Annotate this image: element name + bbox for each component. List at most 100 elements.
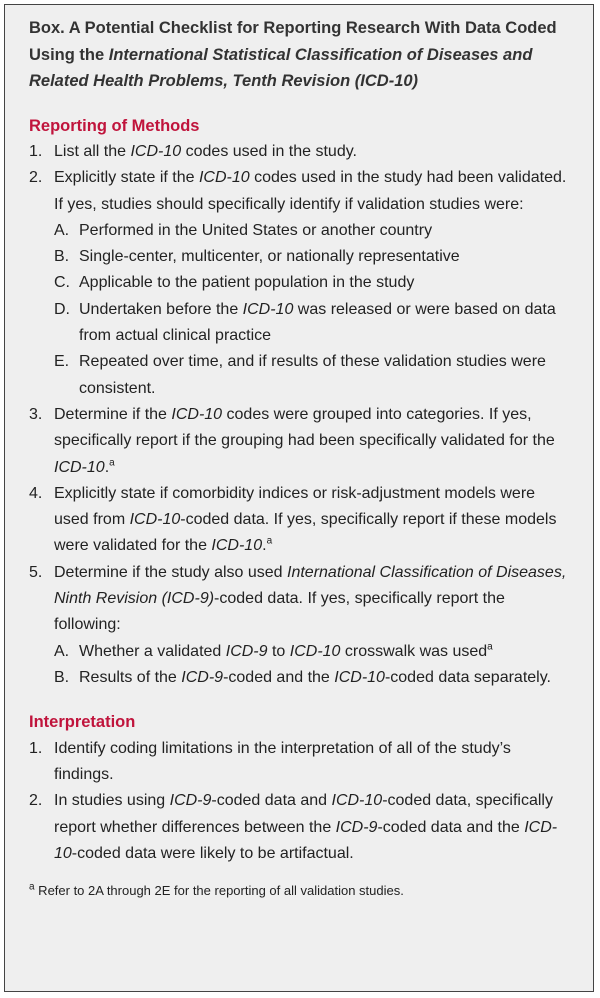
footnote: a Refer to 2A through 2E for the reporti…	[29, 881, 571, 901]
item-text: Determine if the study also used Interna…	[54, 560, 571, 639]
item-text: Single-center, multicenter, or nationall…	[79, 244, 571, 270]
checklist-box: Box. A Potential Checklist for Reporting…	[4, 4, 594, 992]
text-segment: Single-center, multicenter, or nationall…	[79, 248, 460, 266]
footnote-mark: a	[487, 641, 493, 653]
text-segment: ICD-9	[181, 668, 224, 686]
text-segment: Explicitly state if the	[54, 169, 199, 187]
text-segment: Identify coding limitations in the inter…	[54, 739, 511, 784]
list-item: 5. Determine if the study also used Inter…	[29, 560, 571, 639]
text-segment: Performed in the United States or anothe…	[79, 221, 433, 239]
sections: Reporting of Methods 1. List all the ICD-1…	[29, 113, 571, 868]
list-item: 2. In studies using ICD-9-coded data and …	[29, 788, 571, 867]
text-segment: ICD-10	[54, 818, 558, 862]
item-label: E.	[54, 353, 70, 371]
footnote-mark: a	[109, 457, 115, 469]
sub-item: B. Results of the ICD-9-coded and the ICD…	[29, 665, 571, 691]
text-segment: .	[104, 458, 110, 476]
text-segment: -coded data, specifically report whether…	[54, 792, 553, 836]
item-text: Explicitly state if comorbidity indices …	[54, 481, 571, 560]
text-segment: List all the	[54, 143, 131, 160]
text-segment: ICD-10	[198, 169, 250, 187]
item-text: Performed in the United States or anothe…	[79, 218, 571, 244]
item-text: Applicable to the patient population in …	[79, 270, 571, 296]
item-label: 2.	[29, 169, 43, 187]
text-segment: Determine if the study also used	[54, 563, 288, 581]
item-text: Whether a validated ICD-9 to ICD-10 cros…	[79, 639, 571, 665]
item-text: Determine if the ICD-10 codes were group…	[54, 402, 571, 481]
text-segment: -coded data and the	[377, 818, 525, 836]
sub-item: C. Applicable to the patient population i…	[29, 270, 571, 296]
text-segment: codes used in the study.	[181, 143, 357, 160]
text-segment: Results of the	[79, 668, 182, 686]
item-text: In studies using ICD-9-coded data and IC…	[54, 788, 571, 867]
text-segment: Undertaken before the	[79, 300, 243, 318]
section-heading: Interpretation	[29, 713, 136, 732]
item-label: 5.	[29, 563, 43, 581]
text-segment: ICD-10	[171, 405, 223, 423]
text-segment: was released or were based on data from …	[79, 300, 556, 345]
item-label: A.	[54, 642, 70, 660]
list-item: 3. Determine if the ICD-10 codes were gro…	[29, 402, 571, 481]
item-label: A.	[54, 221, 70, 239]
item-text: Results of the ICD-9-coded and the ICD-1…	[79, 665, 571, 691]
text-segment: ICD-9	[225, 642, 268, 660]
text-segment: crosswalk was used	[340, 642, 488, 660]
text-segment: -coded data and	[211, 792, 332, 810]
text-segment: International Statistical Classification…	[29, 45, 533, 91]
list-item: 4. Explicitly state if comorbidity indice…	[29, 481, 571, 560]
sub-item: D. Undertaken before the ICD-10 was relea…	[29, 297, 571, 350]
text-segment: codes were grouped into categories. If y…	[54, 405, 555, 450]
text-segment: ICD-10	[211, 537, 263, 555]
text-segment: -coded data. If yes, specifically report…	[54, 590, 505, 634]
text-segment: ICD-10	[331, 792, 383, 810]
text-segment: -coded data. If yes, specifically report…	[54, 511, 557, 555]
text-segment: Whether a validated	[79, 642, 226, 660]
text-segment: ICD-10	[289, 642, 341, 660]
text-segment: Applicable to the patient population in …	[79, 274, 415, 292]
list-item: 1. List all the ICD-10 codes used in the …	[29, 139, 571, 165]
text-segment: ICD-10	[130, 143, 182, 160]
text-segment: ICD-9	[335, 818, 378, 836]
text-segment: to	[267, 642, 290, 660]
item-text: Identify coding limitations in the inter…	[54, 736, 571, 789]
text-segment: -coded data were likely to be artifactua…	[71, 844, 354, 862]
item-label: 4.	[29, 484, 43, 502]
sub-item: E. Repeated over time, and if results of …	[29, 349, 571, 402]
list-item: 2. Explicitly state if the ICD-10 codes u…	[29, 165, 571, 218]
text-segment: .	[262, 537, 267, 555]
text-segment: ICD-10	[129, 511, 181, 529]
footnote-mark: a	[266, 536, 273, 548]
text-segment: Refer to 2A through 2E for the reporting…	[34, 883, 404, 899]
text-segment: Explicitly state if comorbidity indices …	[54, 484, 536, 529]
text-segment: ICD-9	[169, 792, 212, 810]
item-text: List all the ICD-10 codes used in the st…	[54, 139, 571, 165]
text-segment: In studies using	[54, 792, 170, 810]
text-segment: Box. A Potential Checklist for Reporting…	[29, 19, 557, 64]
footnote-mark: a	[29, 881, 35, 893]
sub-item: B. Single-center, multicenter, or nationa…	[29, 244, 571, 270]
text-segment: International Classification of Diseases…	[54, 563, 567, 608]
text-segment: Determine if the	[54, 405, 172, 423]
text-segment: Repeated over time, and if results of th…	[79, 353, 546, 397]
box-title: Box. A Potential Checklist for Reporting…	[29, 15, 571, 95]
text-segment: -coded and the	[223, 668, 335, 686]
text-segment: ICD-10	[334, 668, 385, 686]
text-segment: codes used in the study had been validat…	[54, 169, 567, 213]
sub-item: A. Performed in the United States or anot…	[29, 218, 571, 244]
sub-item: A. Whether a validated ICD-9 to ICD-10 cr…	[29, 639, 571, 665]
item-label: 3.	[29, 405, 43, 423]
text-segment: -coded data separately.	[384, 668, 551, 686]
item-label: B.	[54, 668, 70, 686]
item-text: Repeated over time, and if results of th…	[79, 349, 571, 402]
item-text: Explicitly state if the ICD-10 codes use…	[54, 165, 571, 218]
item-label: 1.	[29, 739, 43, 757]
item-label: B.	[54, 248, 70, 266]
item-label: D.	[54, 300, 70, 318]
text-segment: ICD-10	[54, 458, 105, 476]
section-heading: Reporting of Methods	[29, 116, 200, 135]
item-label: 2.	[29, 792, 43, 810]
item-label: C.	[54, 274, 70, 292]
item-label: 1.	[29, 143, 43, 160]
item-text: Undertaken before the ICD-10 was release…	[79, 297, 571, 350]
